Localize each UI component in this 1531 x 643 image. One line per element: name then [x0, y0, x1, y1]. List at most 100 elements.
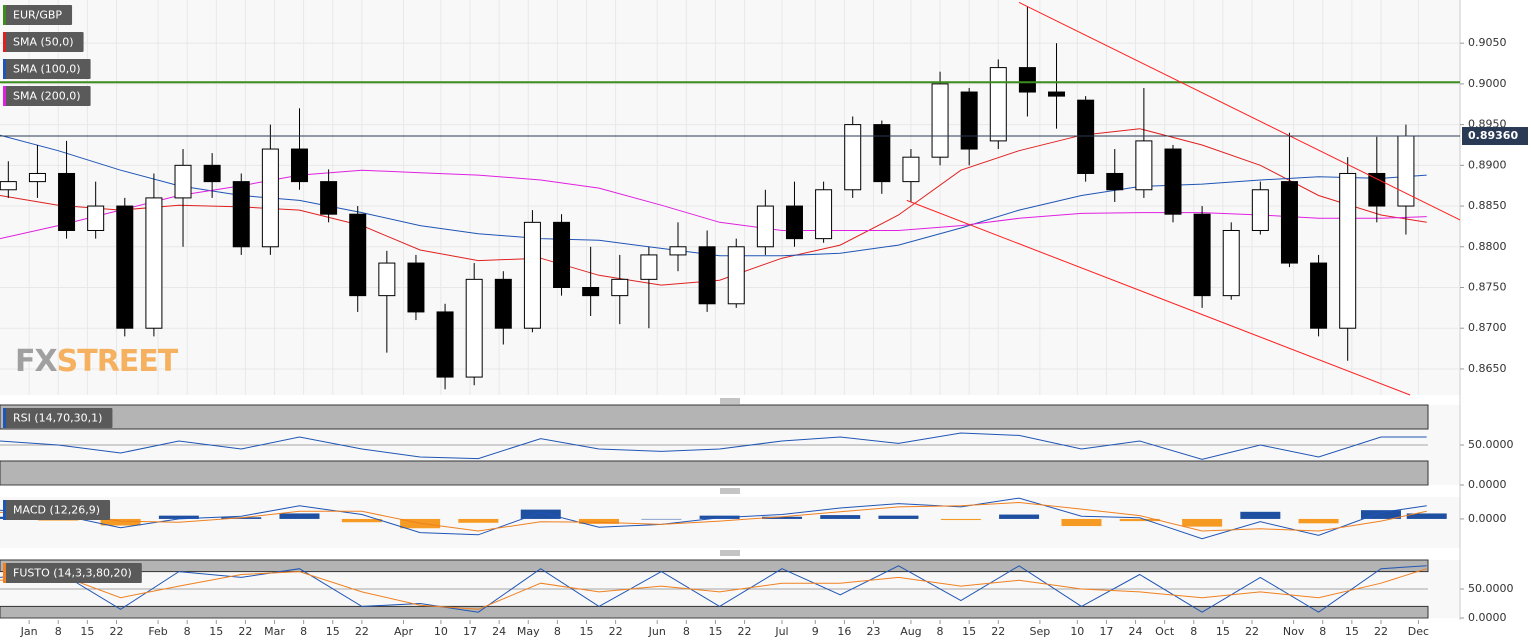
x-tick-label: 22: [738, 625, 752, 638]
macd-histogram-bar: [1360, 510, 1401, 519]
last-price-box: [1462, 127, 1528, 146]
panel-handles: [720, 398, 740, 556]
x-tick-label: Oct: [1155, 625, 1175, 638]
candle-body: [232, 181, 250, 248]
macd-histogram-bar: [820, 515, 861, 519]
macd-histogram-bar: [1406, 513, 1447, 519]
y-tick-label: 0.9050: [1468, 36, 1507, 49]
candle-body: [174, 164, 192, 199]
candle-body: [727, 246, 745, 305]
x-tick-label: 8: [1319, 625, 1326, 638]
x-tick-label: Mar: [264, 625, 285, 638]
candle-body: [815, 189, 833, 240]
candle-body: [145, 197, 163, 329]
x-tick-label: 22: [991, 625, 1005, 638]
oversold-band: [0, 605, 1429, 619]
indicator-pill: SMA (200,0): [3, 86, 91, 106]
y-tick-label: 50.0000: [1468, 438, 1514, 451]
candle-body: [465, 278, 483, 378]
x-tick-label: 22: [1245, 625, 1259, 638]
candle-body: [785, 205, 803, 240]
candle-body: [116, 205, 134, 329]
candle-body: [844, 124, 862, 191]
pill-marker: [3, 59, 6, 79]
macd-histogram-bar: [878, 515, 919, 519]
pill-text: SMA (100,0): [13, 63, 81, 76]
candle-body: [1018, 67, 1036, 93]
candle-body: [1106, 172, 1124, 191]
x-tick-label: 8: [937, 625, 944, 638]
macd-histogram-bar: [578, 518, 619, 524]
x-tick-label: Jun: [648, 625, 666, 638]
candle-body: [261, 148, 279, 248]
macd-histogram-bar: [761, 516, 802, 519]
x-tick-label: Nov: [1283, 625, 1305, 638]
x-tick-label: 8: [184, 625, 191, 638]
pill-marker: [3, 5, 6, 25]
x-tick-label: Apr: [394, 625, 414, 638]
watermark-street: STREET: [57, 344, 179, 379]
pill-text: FUSTO (14,3,3,80,20): [13, 567, 132, 580]
signal-line: [0, 501, 1427, 532]
x-tick-label: 17: [1099, 625, 1113, 638]
pill-marker: [3, 32, 6, 52]
y-tick-label: 0.0000: [1468, 611, 1507, 624]
candle-body: [1339, 172, 1357, 329]
y-tick-label: 0.8650: [1468, 362, 1507, 375]
y-tick-label: 0.8900: [1468, 158, 1507, 171]
macd-histogram-bar: [100, 518, 141, 526]
candle-body: [582, 286, 600, 297]
candle-body: [1368, 172, 1386, 207]
macd-line: [0, 497, 1427, 540]
macd-histogram-bar: [158, 515, 199, 519]
x-tick-label: 24: [1129, 625, 1143, 638]
oversold-band: [0, 460, 1429, 486]
pill-marker: [3, 563, 6, 583]
x-tick-label: 23: [867, 625, 881, 638]
x-tick-label: Sep: [1030, 625, 1051, 638]
macd-histogram-bar: [940, 518, 981, 521]
candle-body: [1280, 181, 1298, 264]
x-tick-label: 15: [579, 625, 593, 638]
x-tick-label: 9: [812, 625, 819, 638]
candle-body: [931, 83, 949, 158]
candle-body: [989, 67, 1007, 142]
x-tick-label: 15: [209, 625, 223, 638]
candle-body: [1310, 262, 1328, 329]
main-plot-bg: [0, 0, 1460, 395]
y-tick-label: 0.8850: [1468, 199, 1507, 212]
pill-bg: [3, 59, 91, 79]
x-tick-label: Feb: [148, 625, 167, 638]
candle-body: [203, 164, 221, 183]
pill-marker: [3, 86, 6, 106]
overbought-band: [0, 559, 1429, 573]
x-tick-label: 15: [80, 625, 94, 638]
candle-body: [407, 262, 425, 313]
candle-body: [1135, 140, 1153, 191]
last-price-label: 0.89360: [1468, 129, 1518, 142]
candle-body: [1251, 189, 1269, 231]
macd-histogram-bar: [458, 518, 499, 523]
candle-body: [1193, 213, 1211, 297]
x-tick-label: 22: [609, 625, 623, 638]
y-tick-label: 50.0000: [1468, 582, 1514, 595]
x-tick-label: 15: [1345, 625, 1359, 638]
x-tick-label: 8: [55, 625, 62, 638]
pill-marker: [3, 408, 6, 428]
candle-body: [1048, 91, 1066, 97]
candle-body: [669, 246, 687, 256]
candle-body: [611, 278, 629, 297]
macd-histogram-bar: [279, 513, 320, 519]
indicator-pill: MACD (12,26,9): [3, 500, 111, 520]
x-tick-label: Jan: [20, 625, 38, 638]
pill-bg: [3, 5, 73, 25]
candle-body: [1164, 148, 1182, 215]
overbought-band: [0, 404, 1429, 430]
macd-histogram-bar: [999, 514, 1040, 519]
x-tick-label: 22: [1374, 625, 1388, 638]
macd-plot-bg: [0, 497, 1460, 548]
y-tick-label: 0.8800: [1468, 240, 1507, 253]
x-tick-label: Dec: [1408, 625, 1429, 638]
candle-body: [960, 91, 978, 150]
